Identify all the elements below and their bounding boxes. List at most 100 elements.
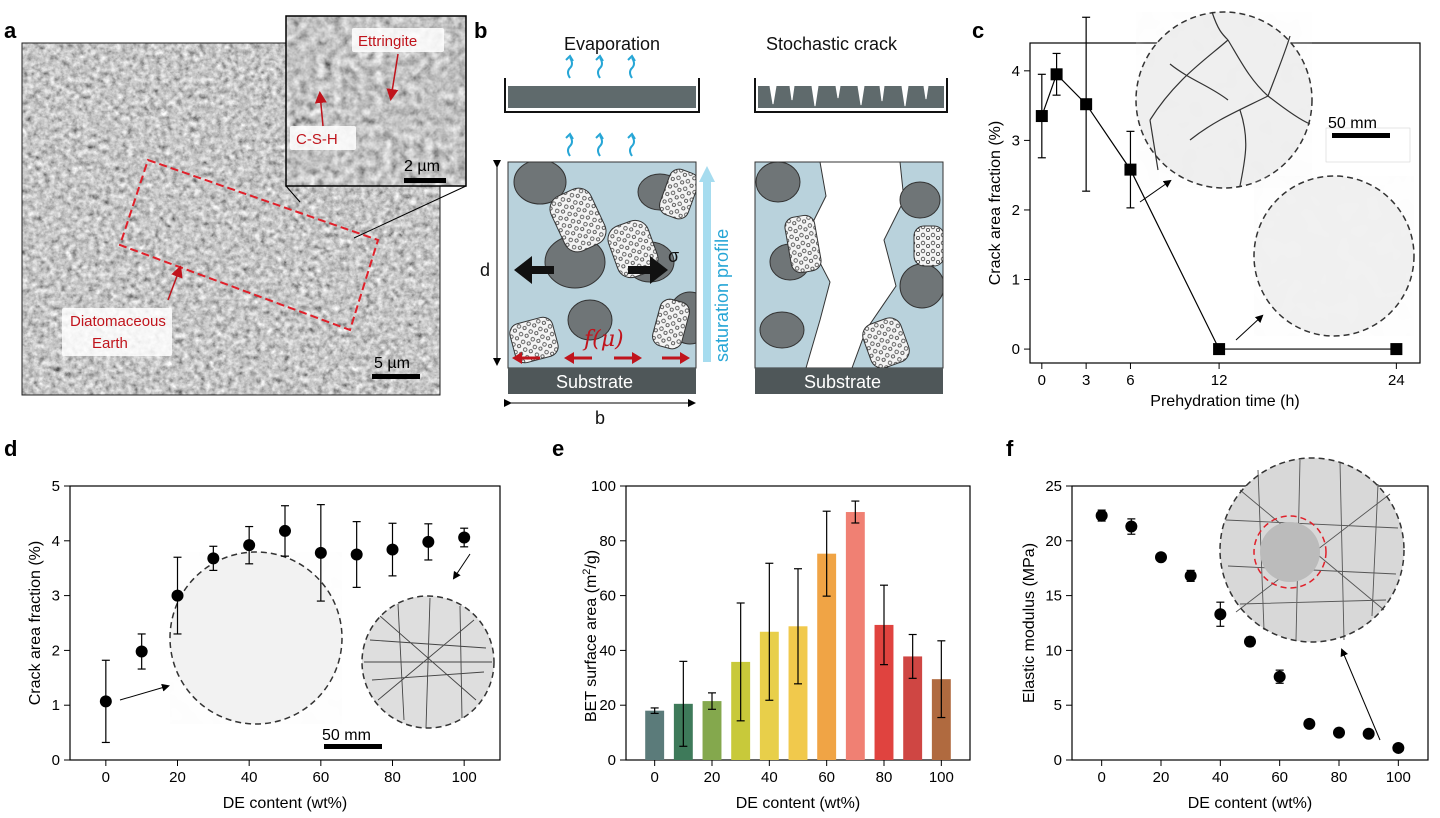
chart-e-xlabel: DE content (wt%) — [736, 795, 860, 812]
x-tick-label: 20 — [704, 769, 721, 786]
x-tick-label: 0 — [650, 769, 658, 786]
bar — [931, 679, 951, 760]
y-tick-label: 4 — [1012, 63, 1020, 80]
substrate-right-label: Substrate — [804, 372, 881, 392]
inset-connector-right — [353, 185, 467, 239]
x-tick-label: 100 — [929, 769, 954, 786]
csh-label-bg — [290, 126, 356, 150]
data-point — [1392, 741, 1405, 754]
chart-f-ylabel: Elastic modulus (MPa) — [1021, 543, 1038, 703]
y-tick-label: 0 — [608, 752, 616, 769]
data-point — [171, 589, 184, 602]
x-tick-label: 12 — [1211, 372, 1228, 389]
y-tick-label: 3 — [52, 588, 60, 605]
y-tick-label: 0 — [52, 752, 60, 769]
de-label-bg — [62, 308, 172, 356]
chart-e-ticks: 0 20 40 60 80 100 0 20 40 60 80 100 — [591, 478, 954, 786]
data-point — [243, 539, 256, 552]
data-point — [314, 546, 327, 559]
bar — [702, 701, 722, 760]
title-stochastic-crack: Stochastic crack — [766, 34, 898, 54]
chart-d-ylabel: Crack area fraction (%) — [27, 541, 44, 706]
y-tick-label: 80 — [599, 533, 616, 550]
scale-label-main: 5 µm — [374, 355, 410, 372]
data-point — [1303, 717, 1316, 730]
de-label-line2: Earth — [92, 335, 128, 352]
scale-bar-inset — [404, 178, 446, 183]
substrate-left — [508, 368, 696, 394]
stress-arrow-left — [514, 256, 554, 284]
y-tick-label: 5 — [52, 478, 60, 495]
de-arrow — [167, 265, 183, 301]
chart-c-xlabel: Prehydration time (h) — [1150, 393, 1299, 410]
csh-arrow — [314, 91, 327, 127]
dimension-b-label: b — [595, 408, 605, 428]
cross-section-cracked — [755, 162, 943, 368]
y-tick-label: 15 — [1045, 588, 1062, 605]
x-tick-label: 24 — [1388, 372, 1405, 389]
y-tick-label: 100 — [591, 478, 616, 495]
chart-f-arrow — [1340, 648, 1381, 741]
y-tick-label: 20 — [1045, 533, 1062, 550]
x-tick-label: 80 — [1331, 769, 1348, 786]
saturation-arrow-head — [699, 166, 715, 182]
panel-a: a Ettringite C-S-H Diatomaceous Earth — [4, 15, 467, 396]
chart-c-scale-label: 50 mm — [1328, 115, 1377, 132]
data-point — [135, 645, 148, 658]
chart-c-scale-bar — [1332, 133, 1390, 138]
data-point — [1184, 569, 1197, 582]
inset-connector-left — [285, 185, 301, 203]
bar — [817, 553, 837, 760]
data-point — [386, 543, 399, 556]
panel-label-d: d — [4, 436, 17, 461]
scale-bar-main — [372, 374, 420, 379]
chart-c-arrow-to-intact — [1235, 314, 1264, 341]
ettringite-label-bg — [352, 28, 444, 52]
x-tick-label: 40 — [241, 769, 258, 786]
x-tick-label: 3 — [1082, 372, 1090, 389]
panel-label-b: b — [474, 18, 487, 43]
y-tick-label: 4 — [52, 533, 60, 550]
data-point — [1095, 509, 1108, 522]
sigma-label: σ — [668, 246, 679, 266]
chart-d-scale-label: 50 mm — [322, 727, 371, 744]
substrate-right — [755, 368, 943, 394]
x-tick-label: 0 — [1038, 372, 1046, 389]
chart-d-scale-bar — [324, 744, 382, 749]
data-point — [207, 552, 220, 565]
bar — [845, 512, 865, 760]
data-point — [1362, 727, 1375, 740]
panel-label-a: a — [4, 18, 17, 43]
x-tick-label: 100 — [1386, 769, 1411, 786]
substrate-left-label: Substrate — [556, 372, 633, 392]
y-tick-label: 60 — [599, 588, 616, 605]
data-point — [279, 524, 291, 537]
chart-d-arrow-high — [452, 553, 471, 580]
x-tick-label: 20 — [1153, 769, 1170, 786]
y-tick-label: 2 — [1012, 202, 1020, 219]
chart-c-inset-cracked — [1135, 11, 1313, 189]
y-tick-label: 40 — [599, 642, 616, 659]
data-point — [1050, 68, 1063, 81]
panel-f: f 0 20 40 60 80 100 0 5 10 15 20 25 DE content (wt%… — [1006, 436, 1429, 812]
series-line — [1041, 73, 1397, 350]
data-point — [1155, 551, 1167, 564]
f-mu-label: f(μ) — [582, 327, 624, 352]
data-point — [1125, 520, 1138, 533]
chart-d-inset-low — [169, 551, 343, 725]
data-point — [422, 535, 435, 548]
data-point — [1124, 163, 1137, 176]
y-tick-label: 10 — [1045, 642, 1062, 659]
vapor-icons-mid — [565, 132, 636, 157]
chart-d-xlabel: DE content (wt%) — [223, 795, 347, 812]
ettringite-arrow — [386, 53, 399, 101]
x-tick-label: 20 — [169, 769, 186, 786]
y-tick-label: 1 — [52, 697, 60, 714]
chart-c-inset-intact — [1253, 175, 1415, 337]
chart-d-ticks: 0 20 40 60 80 100 0 1 2 3 4 5 — [52, 478, 477, 786]
data-point — [1035, 110, 1048, 123]
x-tick-label: 0 — [102, 769, 110, 786]
data-point — [1080, 98, 1093, 111]
